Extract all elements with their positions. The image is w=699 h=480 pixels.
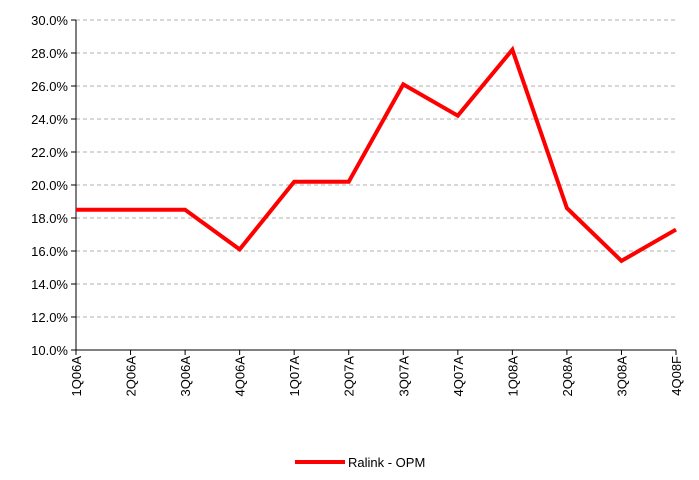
y-tick-label: 12.0% [31,310,68,325]
y-tick-label: 22.0% [31,145,68,160]
y-tick-label: 26.0% [31,79,68,94]
y-tick-label: 30.0% [31,13,68,28]
x-tick-label: 3Q06A [178,356,193,397]
x-tick-label: 1Q07A [287,356,302,397]
y-tick-label: 20.0% [31,178,68,193]
x-tick-label: 3Q08A [614,356,629,397]
y-tick-label: 16.0% [31,244,68,259]
y-tick-label: 28.0% [31,46,68,61]
x-tick-label: 2Q07A [342,356,357,397]
x-tick-label: 3Q07A [396,356,411,397]
y-tick-label: 24.0% [31,112,68,127]
y-tick-label: 10.0% [31,343,68,358]
x-tick-label: 1Q06A [69,356,84,397]
x-tick-label: 2Q06A [124,356,139,397]
x-tick-label: 2Q08A [560,356,575,397]
y-tick-label: 18.0% [31,211,68,226]
legend-label: Ralink - OPM [348,455,425,470]
x-tick-label: 4Q06A [233,356,248,397]
y-tick-label: 14.0% [31,277,68,292]
x-tick-label: 4Q08F [669,356,684,396]
series-line [76,45,677,264]
x-tick-label: 4Q07A [451,356,466,397]
x-tick-label: 1Q08A [505,356,520,397]
